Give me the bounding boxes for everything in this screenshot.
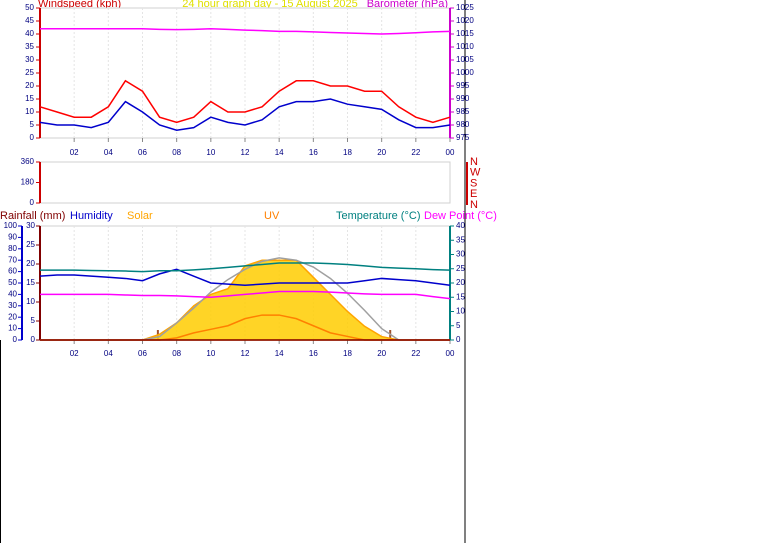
x-tick-label: 02: [70, 349, 79, 358]
y-tick-label: 30: [8, 301, 17, 310]
legend-label: Dew Point (°C): [424, 210, 497, 222]
y-tick-label: 45: [25, 16, 34, 25]
y-tick-label: 1025: [456, 3, 474, 12]
x-tick-label: 04: [104, 349, 113, 358]
line: [40, 290, 451, 300]
x-tick-label: 18: [343, 349, 352, 358]
x-tick-label: 12: [241, 349, 250, 358]
y-tick-label: 975: [456, 133, 470, 142]
line: [39, 98, 451, 131]
plot-area: [39, 161, 451, 204]
legend-label: Temperature (°C): [336, 210, 420, 222]
y-tick-label: 1005: [456, 55, 474, 64]
y-tick-label: 50: [25, 3, 34, 12]
x-tick-label: 18: [343, 148, 352, 157]
y-tick-label: 5: [30, 120, 35, 129]
x-tick-label: 04: [104, 148, 113, 157]
legend-label: Rainfall (mm): [0, 210, 65, 222]
y-tick-label: 1000: [456, 68, 474, 77]
y-tick-label: 30: [25, 55, 34, 64]
x-tick-label: 20: [377, 148, 386, 157]
direction-label: W: [470, 167, 481, 179]
y-tick-label: 40: [456, 221, 465, 230]
y-tick-label: 40: [8, 290, 17, 299]
direction-label: N: [470, 199, 478, 211]
y-tick-label: 995: [456, 81, 470, 90]
y-tick-label: 360: [21, 157, 35, 166]
y-tick-label: 0: [30, 133, 35, 142]
y-tick-label: 0: [456, 335, 461, 344]
y-tick-label: 35: [456, 235, 465, 244]
x-tick-label: 20: [377, 349, 386, 358]
y-tick-label: 70: [8, 255, 17, 264]
direction-label: S: [470, 177, 477, 189]
x-tick-label: 06: [138, 148, 147, 157]
chart-title: 24 hour graph day - 15 August 2025: [182, 0, 358, 10]
direction-label: E: [470, 188, 477, 200]
y-tick-label: 180: [21, 178, 35, 187]
y2-label: Barometer (hPa): [367, 0, 448, 10]
y-tick-label: 100: [4, 221, 18, 230]
x-tick-label: 10: [206, 349, 215, 358]
x-tick-label: 10: [206, 148, 215, 157]
x-tick-label: 08: [172, 349, 181, 358]
y-tick-label: 30: [456, 250, 465, 259]
y-tick-label: 90: [8, 233, 17, 242]
y-tick-label: 40: [25, 29, 34, 38]
y-tick-label: 15: [456, 292, 465, 301]
y-label: Windspeed (kph): [38, 0, 121, 10]
line: [39, 268, 451, 287]
y-tick-label: 30: [26, 221, 35, 230]
y-tick-label: 1015: [456, 29, 474, 38]
x-tick-label: 16: [309, 349, 318, 358]
x-tick-label: 14: [275, 349, 284, 358]
y-tick-label: 10: [456, 307, 465, 316]
x-tick-label: 00: [446, 349, 455, 358]
legend-label: Solar: [127, 210, 153, 222]
y-tick-label: 0: [13, 335, 18, 344]
x-tick-label: 06: [138, 349, 147, 358]
y-tick-label: 20: [26, 259, 35, 268]
x-tick-label: 12: [241, 148, 250, 157]
y-tick-label: 20: [8, 312, 17, 321]
x-tick-label: 22: [411, 349, 420, 358]
y-tick-label: 5: [31, 316, 36, 325]
y-tick-label: 25: [26, 240, 35, 249]
legend-label: Humidity: [70, 210, 113, 222]
direction-label: N: [470, 156, 478, 168]
x-tick-label: 16: [309, 148, 318, 157]
x-tick-label: 08: [172, 148, 181, 157]
y-tick-label: 10: [8, 324, 17, 333]
legend-label: UV: [264, 210, 280, 222]
y-tick-label: 10: [26, 297, 35, 306]
y-tick-label: 15: [26, 278, 35, 287]
y-tick-label: 0: [31, 335, 36, 344]
x-tick-label: 22: [411, 148, 420, 157]
y-tick-label: 0: [30, 198, 35, 207]
y-tick-label: 20: [456, 278, 465, 287]
y-tick-label: 50: [8, 278, 17, 287]
y-tick-label: 80: [8, 244, 17, 253]
x-tick-label: 14: [275, 148, 284, 157]
line: [39, 79, 451, 124]
y-tick-label: 25: [25, 68, 34, 77]
x-tick-label: 00: [446, 148, 455, 157]
y-tick-label: 980: [456, 120, 470, 129]
line: [40, 28, 451, 35]
y-tick-label: 1020: [456, 16, 474, 25]
y-tick-label: 35: [25, 42, 34, 51]
y-tick-label: 20: [25, 81, 34, 90]
y-tick-label: 985: [456, 107, 470, 116]
y-tick-label: 25: [456, 264, 465, 273]
y-tick-label: 990: [456, 94, 470, 103]
y-tick-label: 60: [8, 267, 17, 276]
y-tick-label: 1010: [456, 42, 474, 51]
x-tick-label: 02: [70, 148, 79, 157]
y-tick-label: 5: [456, 321, 461, 330]
line: [40, 262, 451, 273]
y-tick-label: 10: [25, 107, 34, 116]
y-tick-label: 15: [25, 94, 34, 103]
